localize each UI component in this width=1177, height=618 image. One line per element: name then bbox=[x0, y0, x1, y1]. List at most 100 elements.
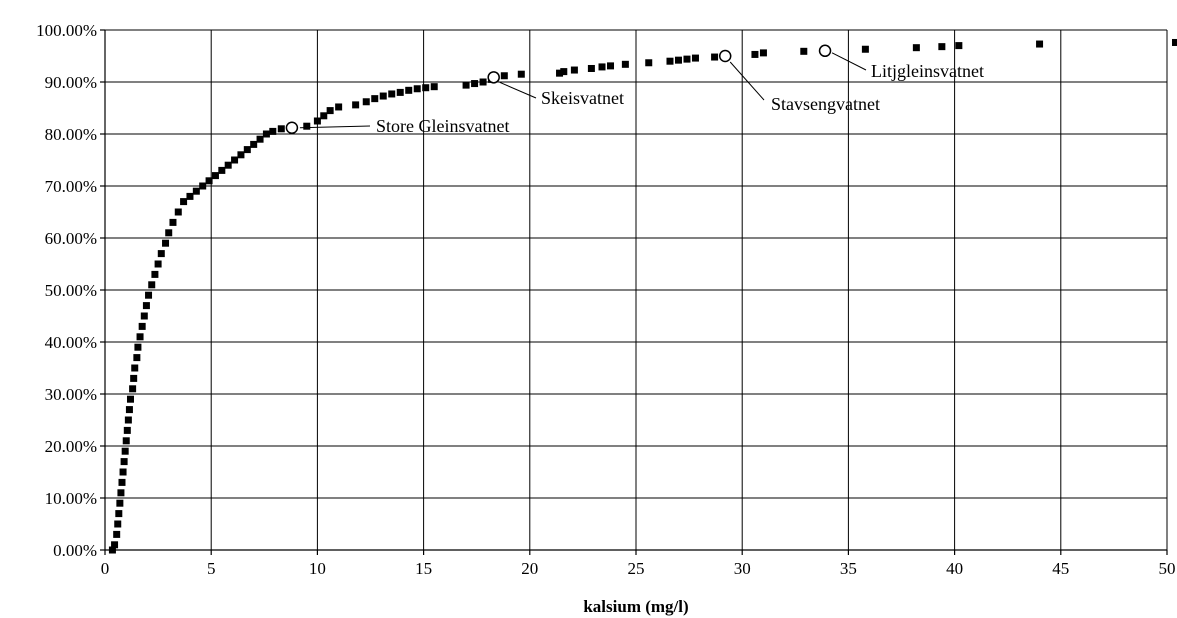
data-point bbox=[759, 49, 767, 57]
data-point bbox=[237, 151, 245, 159]
annotation-label: Stavsengvatnet bbox=[771, 94, 880, 114]
data-point bbox=[117, 489, 125, 497]
x-tick-label: 15 bbox=[415, 559, 432, 578]
y-tick-label: 100.00% bbox=[36, 21, 97, 40]
data-point bbox=[115, 510, 123, 518]
data-point bbox=[250, 140, 258, 148]
data-point bbox=[186, 192, 194, 200]
y-tick-label: 40.00% bbox=[45, 333, 97, 352]
data-point bbox=[116, 499, 124, 507]
annotation-label: Litjgleinsvatnet bbox=[871, 61, 984, 81]
data-point bbox=[136, 333, 144, 341]
y-tick-label: 20.00% bbox=[45, 437, 97, 456]
y-tick-label: 50.00% bbox=[45, 281, 97, 300]
data-point bbox=[129, 385, 137, 393]
data-point bbox=[674, 56, 682, 64]
data-point bbox=[335, 103, 343, 111]
data-point bbox=[211, 172, 219, 180]
data-point bbox=[269, 127, 277, 135]
data-point bbox=[607, 62, 615, 70]
data-point bbox=[121, 447, 129, 455]
data-point bbox=[683, 55, 691, 63]
data-point bbox=[114, 520, 122, 528]
x-tick-label: 50 bbox=[1159, 559, 1176, 578]
data-point bbox=[313, 117, 321, 125]
data-point bbox=[955, 42, 963, 50]
annotation-marker bbox=[818, 44, 832, 58]
data-point bbox=[388, 90, 396, 98]
x-tick-label: 10 bbox=[309, 559, 326, 578]
data-point bbox=[126, 395, 134, 403]
data-point bbox=[231, 156, 239, 164]
data-point bbox=[479, 78, 487, 86]
data-point bbox=[800, 47, 808, 55]
x-tick-label: 30 bbox=[734, 559, 751, 578]
annotation-marker bbox=[285, 121, 299, 135]
annotations: Store Gleinsvatnet Skeisvatnet Stavsengvat… bbox=[285, 44, 984, 136]
data-point bbox=[256, 135, 264, 143]
data-point bbox=[145, 291, 153, 299]
data-point bbox=[162, 239, 170, 247]
data-point bbox=[666, 57, 674, 65]
data-point bbox=[556, 69, 564, 77]
data-point bbox=[277, 125, 285, 133]
annotation-marker bbox=[718, 49, 732, 63]
x-axis-title: kalsium (mg/l) bbox=[583, 597, 688, 616]
x-tick-label: 40 bbox=[946, 559, 963, 578]
data-point bbox=[125, 406, 133, 414]
data-point bbox=[371, 95, 379, 103]
data-point bbox=[151, 270, 159, 278]
data-point bbox=[912, 44, 920, 52]
data-point bbox=[691, 54, 699, 62]
data-point bbox=[165, 229, 173, 237]
data-point bbox=[192, 187, 200, 195]
y-tick-label: 80.00% bbox=[45, 125, 97, 144]
data-point bbox=[133, 354, 141, 362]
data-point bbox=[124, 416, 132, 424]
data-point bbox=[405, 86, 413, 94]
data-point bbox=[598, 63, 606, 71]
data-point bbox=[174, 208, 182, 216]
x-tick-label: 0 bbox=[101, 559, 110, 578]
data-point bbox=[751, 50, 759, 58]
y-tick-label: 30.00% bbox=[45, 385, 97, 404]
y-tick-label: 60.00% bbox=[45, 229, 97, 248]
annotation-leader-line bbox=[729, 61, 765, 101]
data-point bbox=[861, 45, 869, 53]
data-point bbox=[119, 468, 127, 476]
data-points bbox=[108, 38, 1177, 554]
data-point bbox=[711, 53, 719, 61]
data-point bbox=[218, 166, 226, 174]
axes bbox=[100, 29, 1168, 555]
data-point bbox=[396, 88, 404, 96]
y-tick-label: 90.00% bbox=[45, 73, 97, 92]
data-point bbox=[243, 146, 251, 154]
y-tick-labels: 0.00% 10.00% 20.00% 30.00% 40.00% 50.00% 60.00… bbox=[36, 21, 97, 560]
data-point bbox=[123, 426, 131, 434]
annotation-marker bbox=[487, 71, 500, 84]
data-point bbox=[180, 198, 188, 206]
data-point bbox=[157, 250, 165, 258]
data-point bbox=[379, 92, 387, 100]
data-point bbox=[938, 43, 946, 51]
data-point bbox=[1036, 40, 1044, 48]
x-tick-label: 5 bbox=[207, 559, 216, 578]
x-tick-labels: 0 5 10 15 20 25 30 35 40 45 50 bbox=[101, 559, 1176, 578]
data-point bbox=[645, 59, 653, 67]
data-point bbox=[142, 302, 150, 310]
data-point bbox=[320, 112, 328, 120]
data-point bbox=[500, 72, 508, 80]
data-point bbox=[108, 546, 116, 554]
y-tick-label: 10.00% bbox=[45, 489, 97, 508]
data-point bbox=[205, 177, 213, 185]
data-point bbox=[118, 478, 126, 486]
data-point bbox=[199, 182, 207, 190]
x-tick-label: 35 bbox=[840, 559, 857, 578]
x-tick-label: 25 bbox=[628, 559, 645, 578]
data-point bbox=[134, 343, 142, 351]
data-point bbox=[138, 322, 146, 330]
annotation-label: Store Gleinsvatnet bbox=[376, 116, 509, 136]
data-point bbox=[111, 541, 119, 549]
data-point bbox=[224, 161, 232, 169]
